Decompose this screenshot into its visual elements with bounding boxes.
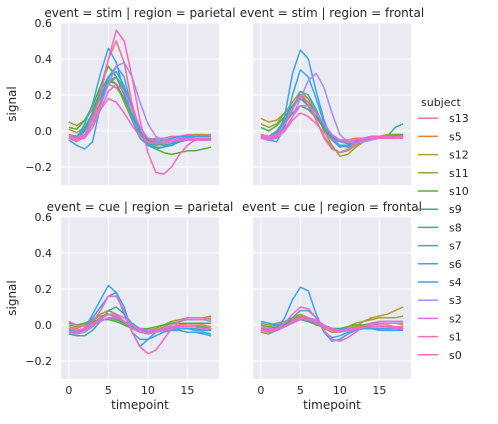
series-line-s6	[260, 286, 404, 339]
legend: subject s13 s5 s12 s11 s10 s9 s8 s7 s6 s4 s3 s2 s1 s0	[418, 96, 469, 362]
series-line-s6	[68, 47, 212, 147]
y-tick-label: 0.4	[35, 247, 53, 260]
legend-item-s8: s8	[418, 221, 462, 234]
panel-title: event = stim | region = frontal	[240, 6, 424, 20]
x-axis-label: timepoint	[111, 398, 169, 412]
x-tick-label: 0	[65, 384, 72, 397]
x-tick-label: 15	[372, 384, 386, 397]
legend-item-s11: s11	[418, 167, 469, 180]
legend-item-s0: s0	[418, 349, 462, 362]
panel-4: event = cue | region = frontal 0 5 10 15 time…	[242, 200, 422, 412]
legend-label: s13	[449, 112, 469, 125]
series-line-s0	[68, 97, 212, 145]
legend-label: s2	[449, 312, 462, 325]
legend-item-s12: s12	[418, 149, 469, 162]
series-line-s3	[68, 313, 212, 335]
legend-item-s2: s2	[418, 312, 462, 325]
series-line-s1	[68, 29, 212, 175]
y-axis-label: signal	[5, 86, 19, 122]
panel-background	[253, 23, 411, 185]
x-axis-label: timepoint	[303, 398, 361, 412]
panel-background	[253, 217, 411, 379]
legend-item-s5: s5	[418, 130, 462, 143]
panel-3: event = cue | region = parietal −0.2 0.0 0.…	[5, 200, 233, 412]
legend-item-s7: s7	[418, 240, 462, 253]
legend-label: s5	[449, 130, 462, 143]
legend-label: s12	[449, 149, 469, 162]
legend-title: subject	[421, 96, 462, 109]
series-line-s0	[260, 112, 404, 143]
legend-label: s7	[449, 240, 462, 253]
y-tick-label: 0.0	[35, 319, 53, 332]
x-tick-label: 0	[257, 384, 264, 397]
legend-item-s10: s10	[418, 185, 469, 198]
x-tick-label: 5	[105, 384, 112, 397]
facet-panels: event = stim | region = parietal −0.2 0.0 0…	[5, 6, 424, 412]
series-line-s0	[68, 313, 212, 335]
series-line-s1	[68, 295, 212, 355]
y-tick-label: −0.2	[25, 355, 52, 368]
legend-label: s8	[449, 221, 462, 234]
legend-label: s4	[449, 276, 462, 289]
legend-label: s3	[449, 294, 462, 307]
legend-item-s1: s1	[418, 331, 462, 344]
x-tick-label: 5	[297, 384, 304, 397]
legend-label: s6	[449, 258, 462, 271]
y-tick-label: 0.4	[35, 53, 53, 66]
legend-item-s6: s6	[418, 258, 462, 271]
legend-label: s0	[449, 349, 462, 362]
legend-label: s9	[449, 203, 462, 216]
y-tick-label: 0.2	[35, 89, 53, 102]
legend-label: s11	[449, 167, 469, 180]
panel-title: event = cue | region = parietal	[47, 200, 234, 214]
legend-label: s1	[449, 331, 462, 344]
series-line-s0	[260, 317, 404, 333]
panel-title: event = stim | region = parietal	[44, 6, 235, 20]
x-tick-label: 15	[180, 384, 194, 397]
series-line-s1	[260, 306, 404, 342]
panel-1: event = stim | region = parietal −0.2 0.0 0…	[5, 6, 236, 185]
legend-label: s10	[449, 185, 469, 198]
y-tick-label: 0.6	[35, 17, 53, 30]
legend-item-s13: s13	[418, 112, 469, 125]
y-tick-label: 0.2	[35, 283, 53, 296]
series-line-s1	[260, 94, 404, 154]
panel-2: event = stim | region = frontal	[240, 6, 424, 185]
series-line-s6	[68, 284, 212, 341]
legend-item-s9: s9	[418, 203, 462, 216]
x-tick-label: 10	[333, 384, 347, 397]
legend-item-s4: s4	[418, 276, 462, 289]
y-tick-label: 0.0	[35, 125, 53, 138]
y-axis-label: signal	[5, 280, 19, 316]
y-tick-label: 0.6	[35, 211, 53, 224]
x-tick-label: 10	[141, 384, 155, 397]
panel-title: event = cue | region = frontal	[242, 200, 422, 214]
panel-background	[61, 217, 219, 379]
y-tick-label: −0.2	[25, 161, 52, 174]
legend-item-s3: s3	[418, 294, 462, 307]
